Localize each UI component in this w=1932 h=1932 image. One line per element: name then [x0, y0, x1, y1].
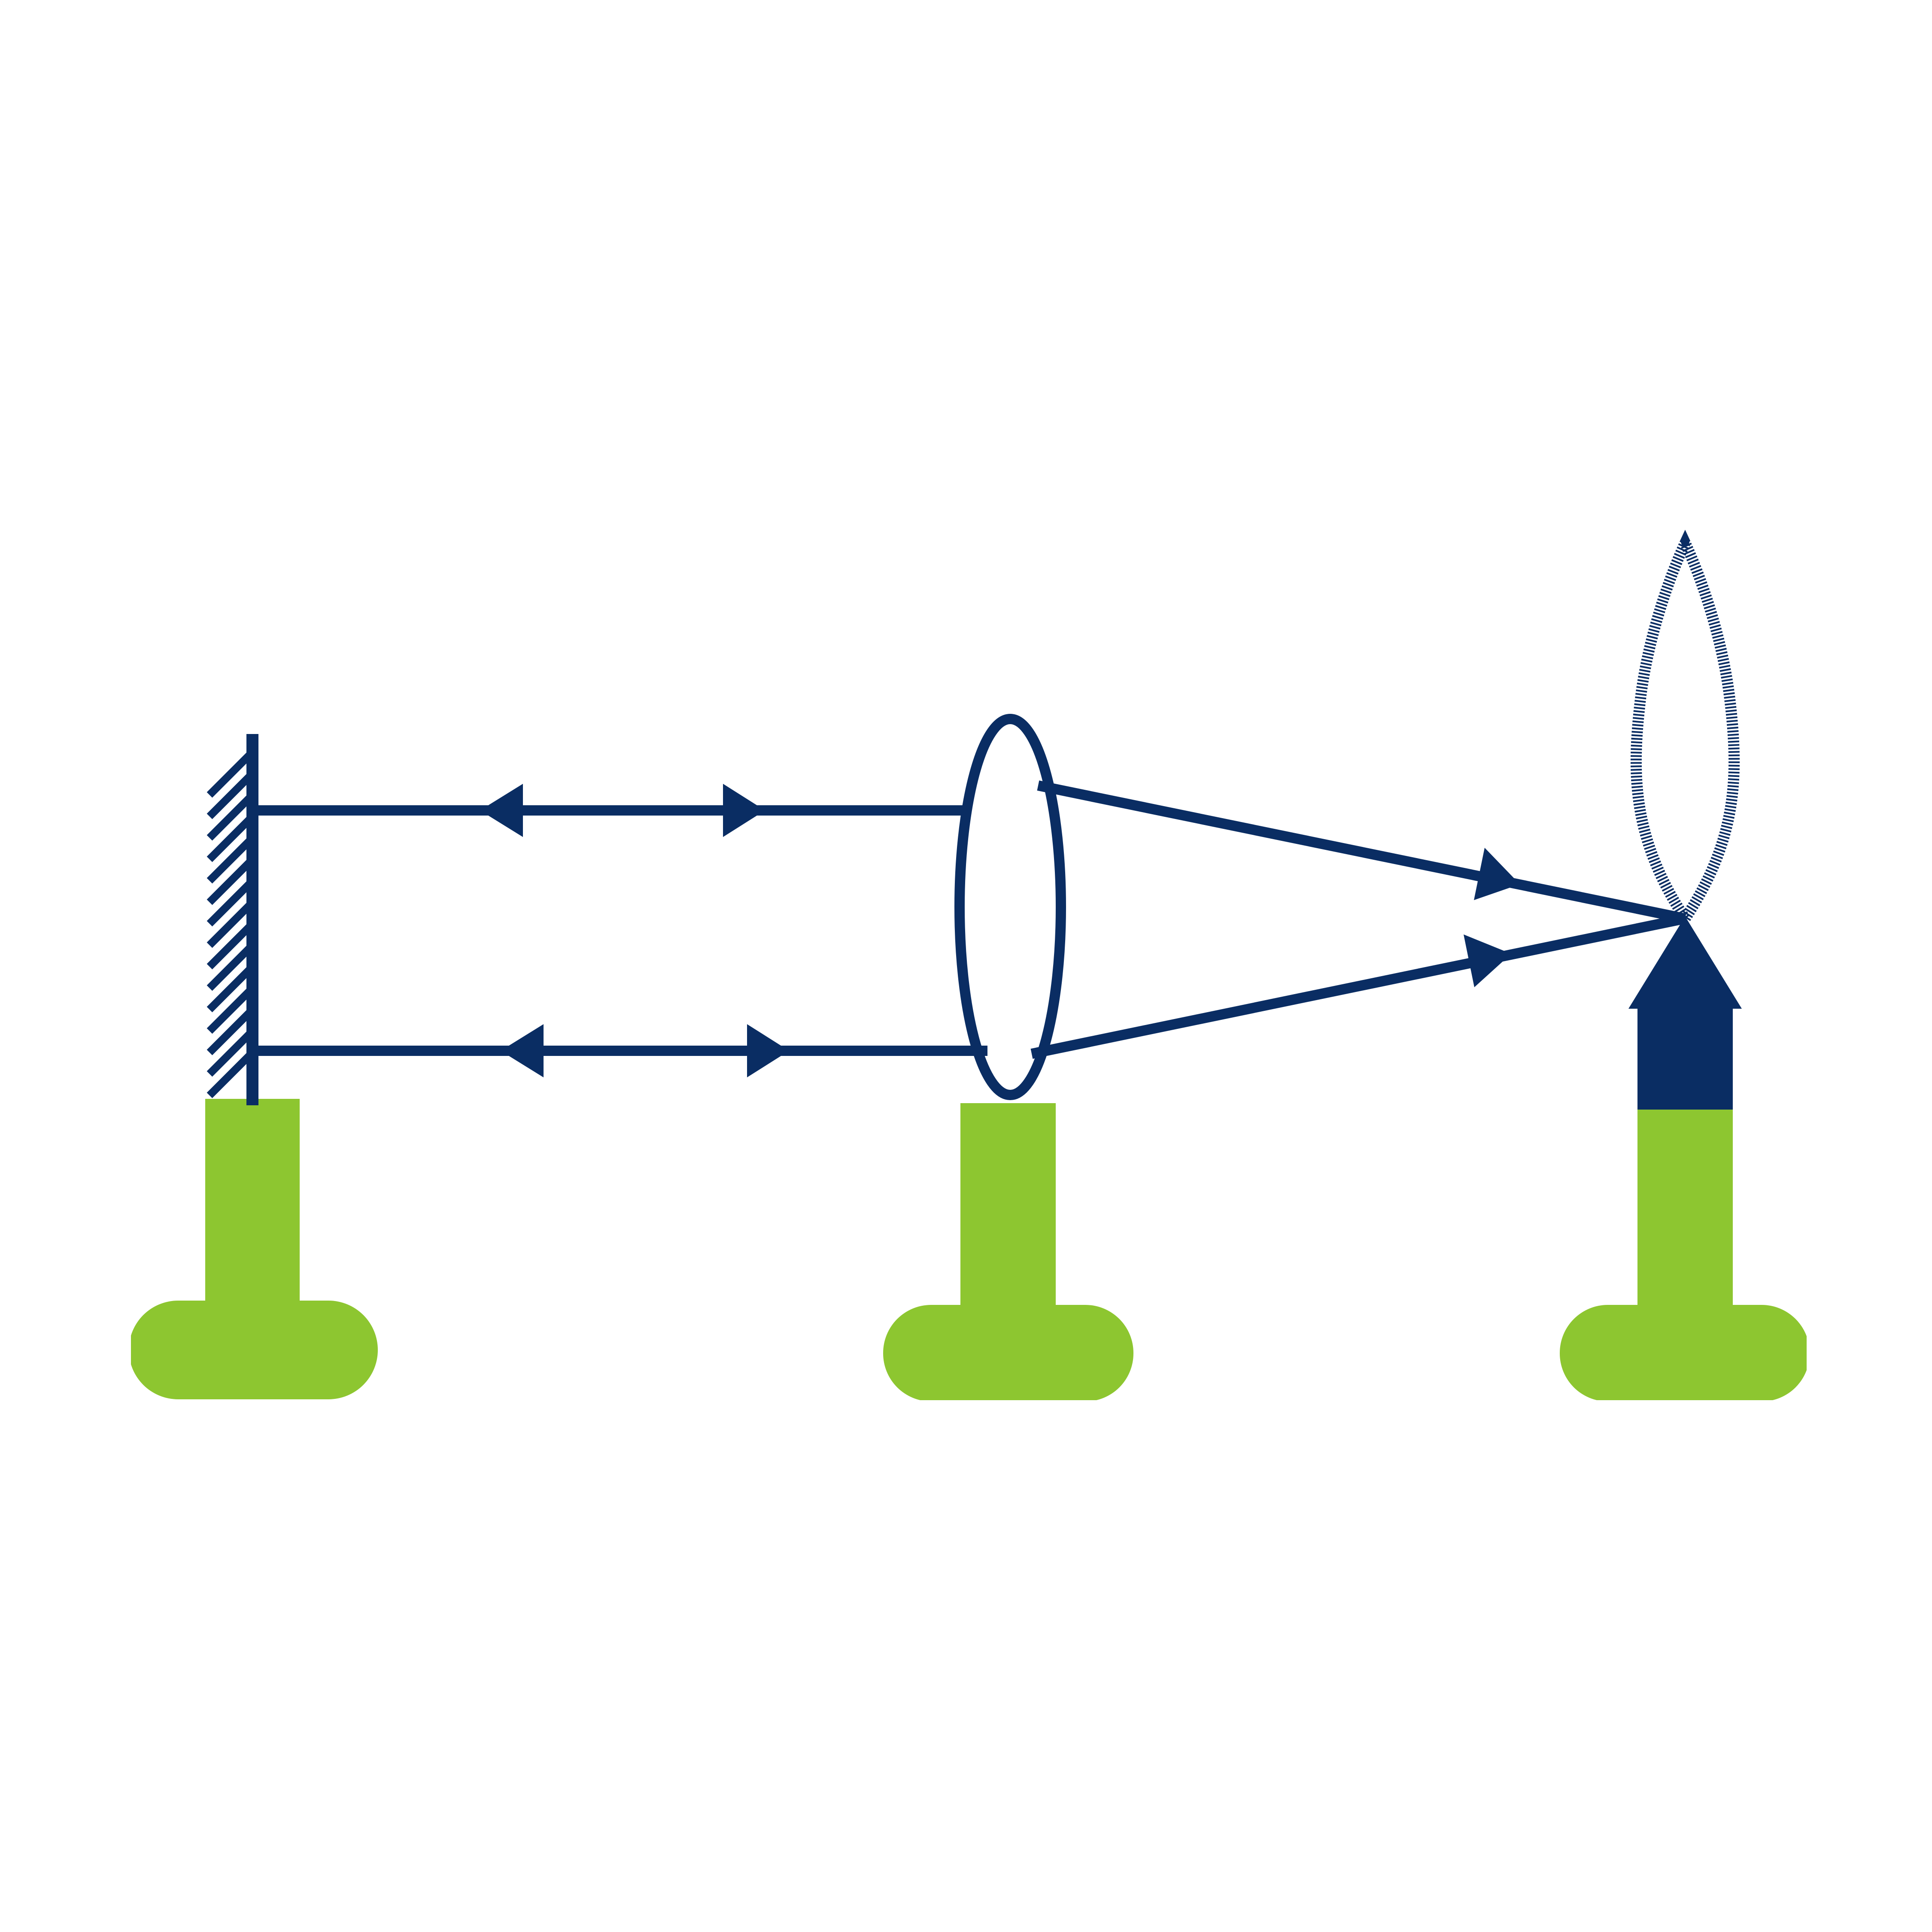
- lower-ray-right-arrowhead: [747, 1024, 789, 1077]
- lens-stand-base: [883, 1305, 1133, 1401]
- upper-converging-ray: [1037, 780, 1686, 924]
- left-edge-trim: [0, 1266, 131, 1429]
- object-stand-post: [1637, 1107, 1733, 1318]
- flame-tip: [1681, 537, 1689, 546]
- right-edge-trim: [1807, 1266, 1932, 1429]
- base-trim: [0, 1400, 1932, 1426]
- parallel-rays: [252, 805, 987, 1056]
- lower-converging-arrowhead: [1464, 934, 1511, 987]
- ellipse-lens-icon: [954, 714, 1066, 1100]
- mirror-stand: [129, 1099, 378, 1399]
- object-stand-base: [1560, 1305, 1810, 1401]
- object-stand: [1560, 1107, 1810, 1401]
- upper-converging-arrowhead: [1474, 848, 1520, 900]
- mirror-hatching: [207, 749, 255, 1098]
- lens-stand-post: [960, 1103, 1056, 1318]
- arrow-object-icon: [1628, 916, 1742, 1110]
- hatched-mirror-icon: [207, 734, 258, 1105]
- lower-converging-ray: [1030, 913, 1686, 1059]
- parallel-ray-arrowheads: [480, 784, 789, 1077]
- upper-ray-right-arrowhead: [723, 784, 765, 837]
- converging-rays: [1030, 780, 1686, 1059]
- mirror-stand-post: [205, 1099, 300, 1322]
- converging-ray-arrowheads: [1464, 848, 1520, 987]
- mirror-stand-base: [129, 1301, 378, 1399]
- upper-ray-left-arrowhead: [480, 784, 523, 837]
- arrow-object-head: [1628, 916, 1742, 1009]
- lower-ray-left-arrowhead: [501, 1024, 544, 1077]
- arrow-object-shaft: [1637, 1007, 1733, 1110]
- candle-flame-icon: [1630, 530, 1740, 929]
- lens-stand: [883, 1103, 1133, 1401]
